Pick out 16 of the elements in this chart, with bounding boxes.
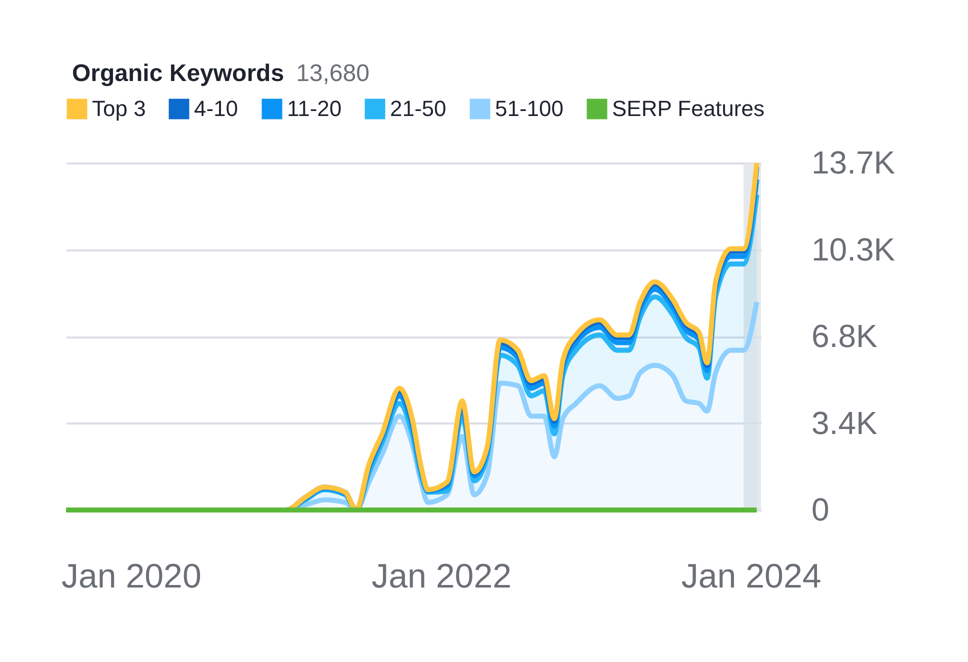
y-tick-label: 6.8K — [812, 318, 878, 354]
y-tick-label: 13.7K — [812, 144, 896, 180]
legend-label: 11-20 — [287, 96, 342, 121]
legend-label: SERP Features — [612, 96, 764, 121]
y-tick-label: 3.4K — [812, 404, 878, 441]
legend-label: 51-100 — [495, 96, 564, 121]
x-tick-label: Jan 2020 — [61, 558, 202, 596]
y-tick-label: 10.3K — [812, 231, 896, 268]
x-tick-label: Jan 2022 — [372, 558, 512, 596]
legend-label: 4-10 — [194, 96, 238, 121]
legend-label: 21-50 — [390, 96, 446, 121]
x-tick-label: Jan 2024 — [681, 558, 822, 596]
chart-subtitle: 13,680 — [296, 60, 370, 87]
legend-label: Top 3 — [92, 96, 146, 121]
chart-title: Organic Keywords — [72, 60, 284, 87]
y-tick-label: 0 — [812, 492, 830, 528]
